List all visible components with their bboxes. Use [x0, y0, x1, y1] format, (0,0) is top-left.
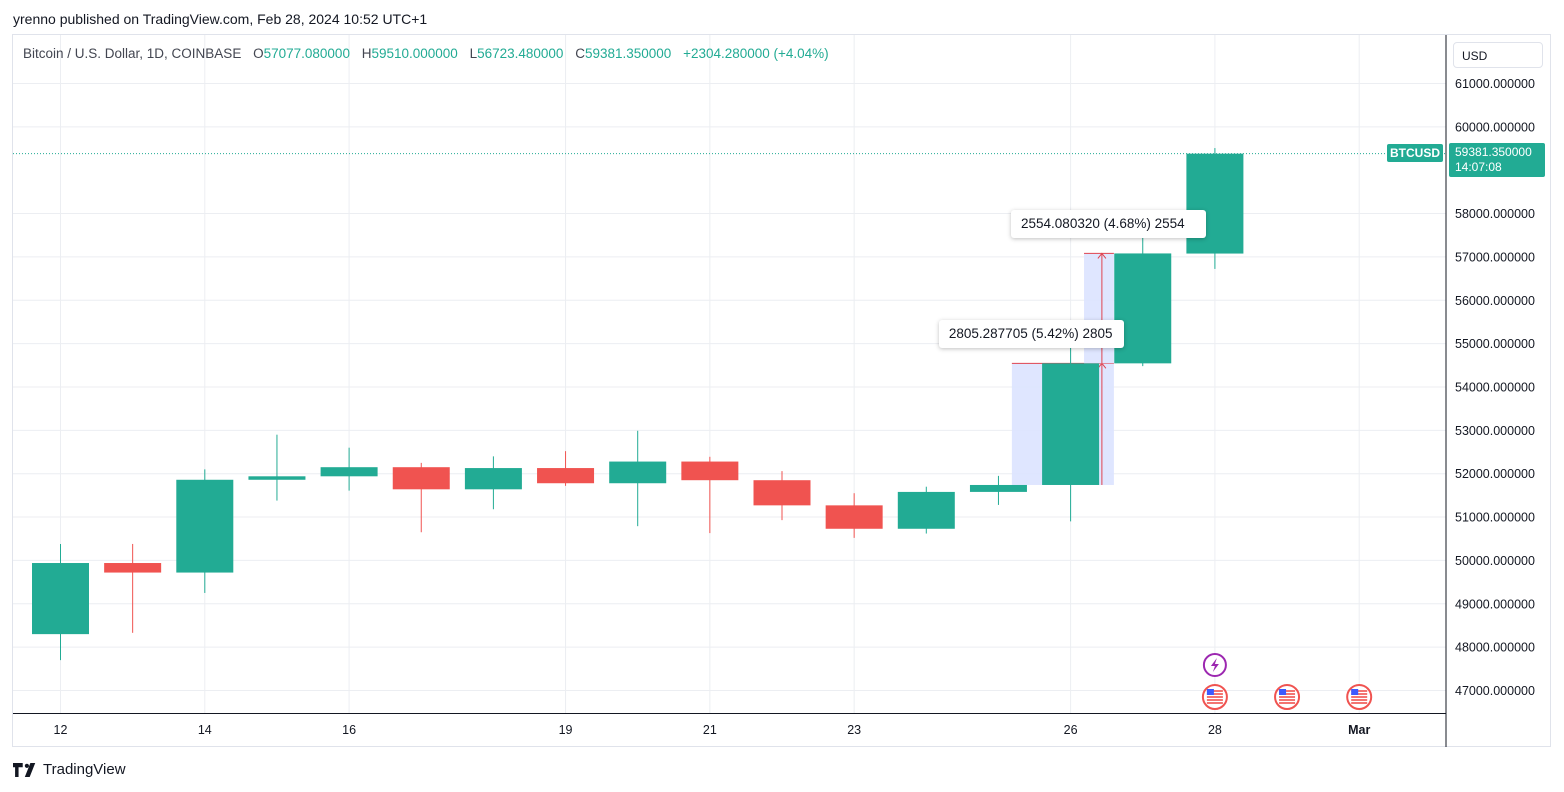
bar-countdown: 14:07:08: [1455, 160, 1502, 174]
flag-stripe: [1351, 699, 1368, 701]
chart-frame: [12, 34, 1551, 747]
legend-low-label: L: [469, 46, 478, 61]
candle-body[interactable]: [537, 468, 595, 484]
x-tick-label: 28: [1208, 723, 1222, 737]
y-tick-label: 48000.000000: [1455, 641, 1535, 655]
candle-body[interactable]: [681, 461, 739, 481]
flag-stripe: [1351, 693, 1368, 695]
legend-open-value: 57077.080000: [263, 46, 350, 61]
measure-tooltip: 2554.080320 (4.68%) 2554: [1011, 210, 1207, 239]
flag-stripe: [1351, 690, 1368, 692]
y-tick-label: 57000.000000: [1455, 250, 1535, 264]
candle-body[interactable]: [464, 468, 522, 490]
candle-body[interactable]: [392, 467, 450, 490]
flag-stripe: [1279, 696, 1296, 698]
legend-close-label: C: [575, 46, 585, 61]
y-tick-label: 58000.000000: [1455, 207, 1535, 221]
legend-change: +2304.280000 (+4.04%): [683, 46, 829, 61]
flag-canton: [1279, 689, 1287, 695]
legend-high-label: H: [361, 46, 372, 61]
candle-body[interactable]: [969, 484, 1027, 492]
last-price-value: 59381.350000: [1455, 145, 1532, 159]
flag-stripe: [1206, 690, 1223, 692]
y-tick-label: 55000.000000: [1455, 337, 1535, 351]
last-price-symbol-tag: BTCUSD: [1387, 144, 1443, 162]
y-tick-label: 52000.000000: [1455, 467, 1535, 481]
tradingview-brand[interactable]: TradingView: [13, 761, 126, 778]
x-tick-label: Mar: [1348, 723, 1370, 737]
y-tick-label: 53000.000000: [1455, 424, 1535, 438]
x-tick-label: 26: [1064, 723, 1078, 737]
candle-body[interactable]: [825, 505, 883, 529]
candle-body[interactable]: [320, 467, 378, 477]
measure-tooltip: 2805.287705 (5.42%) 2805: [938, 320, 1124, 349]
y-tick-label: 47000.000000: [1455, 684, 1535, 698]
x-tick-label: 14: [198, 723, 212, 737]
candle-body[interactable]: [609, 461, 667, 484]
flag-stripe: [1279, 693, 1296, 695]
flag-stripe: [1279, 690, 1296, 692]
candle-body[interactable]: [248, 476, 306, 480]
x-tick-label: 12: [54, 723, 68, 737]
flag-stripe: [1206, 693, 1223, 695]
y-tick-label: 60000.000000: [1455, 120, 1535, 134]
measure-arrow-head: [1097, 362, 1107, 369]
y-tick-label: 50000.000000: [1455, 554, 1535, 568]
publish-header: yrenno published on TradingView.com, Feb…: [13, 11, 428, 27]
candle-body[interactable]: [1042, 363, 1100, 485]
legend-high-value: 59510.000000: [371, 46, 458, 61]
measure-arrow-head: [1097, 252, 1107, 259]
x-tick-label: 21: [703, 723, 717, 737]
flag-canton: [1351, 689, 1359, 695]
legend-close-value: 59381.350000: [584, 46, 672, 61]
x-tick-label: 19: [559, 723, 573, 737]
candle-body[interactable]: [1186, 153, 1244, 254]
candle-body[interactable]: [753, 480, 811, 506]
currency-button[interactable]: USD: [1453, 42, 1543, 68]
flag-canton: [1206, 689, 1214, 695]
y-tick-label: 54000.000000: [1455, 380, 1535, 394]
x-tick-label: 23: [847, 723, 861, 737]
flag-stripe: [1206, 702, 1223, 704]
tradingview-logo-icon: [13, 762, 36, 777]
x-tick-label: 16: [342, 723, 356, 737]
candle-body[interactable]: [32, 563, 89, 635]
flag-stripe: [1279, 702, 1296, 704]
candle-body[interactable]: [176, 479, 234, 573]
flag-stripe: [1206, 696, 1223, 698]
y-tick-label: 61000.000000: [1455, 77, 1535, 91]
brand-name: TradingView: [43, 761, 126, 778]
legend-open-label: O: [253, 46, 264, 61]
legend-low-value: 56723.480000: [477, 46, 564, 61]
flag-stripe: [1351, 696, 1368, 698]
candle-body[interactable]: [104, 563, 162, 573]
flag-stripe: [1279, 699, 1296, 701]
last-price-label: 59381.350000 14:07:08: [1449, 143, 1545, 177]
flag-stripe: [1351, 702, 1368, 704]
y-tick-label: 51000.000000: [1455, 511, 1535, 525]
symbol-legend: Bitcoin / U.S. Dollar, 1D, COINBASE O570…: [23, 46, 829, 61]
candle-body[interactable]: [897, 491, 955, 529]
lightning-bolt-shape: [1210, 658, 1219, 672]
y-tick-label: 56000.000000: [1455, 294, 1535, 308]
y-tick-label: 49000.000000: [1455, 597, 1535, 611]
flag-stripe: [1206, 699, 1223, 701]
legend-symbol[interactable]: Bitcoin / U.S. Dollar, 1D, COINBASE: [23, 46, 242, 61]
